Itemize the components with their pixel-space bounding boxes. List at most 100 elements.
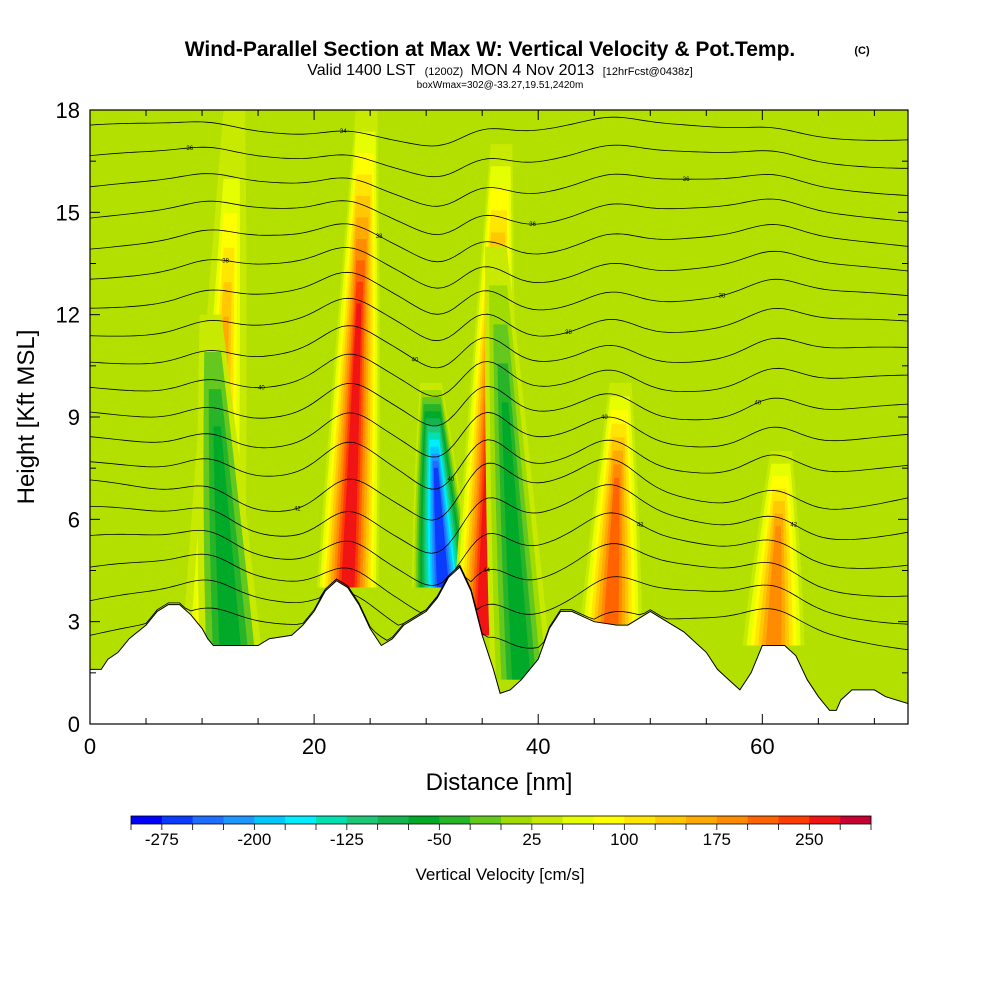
colorbar-swatch [161,816,193,824]
chart-subtitle-box: boxWmax=302@-33.27,19.51,2420m [417,80,584,91]
theta-contour-label: 36 [529,222,536,228]
theta-contour [90,382,908,427]
subtitle-valid: Valid 1400 LST [307,62,415,79]
w-plume-band [213,426,241,646]
theta-contour [90,543,908,614]
x-axis-label: Distance [nm] [426,769,573,796]
colorbar-swatch [809,816,841,824]
w-plume-band [341,303,362,588]
theta-contour-label: 36 [683,177,690,183]
colorbar-swatch [593,816,625,824]
w-plume [316,110,380,588]
theta-contour [90,411,908,458]
theta-contour-label: 40 [447,477,454,483]
y-tick-label: 18 [56,98,80,123]
colorbar-swatch [285,816,317,824]
colorbar-swatch [624,816,656,824]
theta-contour-label: 42 [790,522,797,528]
x-tick-label: 0 [84,734,96,759]
subtitle-forecast: [12hrFcst@0438z] [603,66,693,78]
theta-contour-label: 34 [340,129,347,135]
y-tick-label: 6 [68,507,80,532]
colorbar-swatch [377,816,409,824]
colorbar-tick-label: 100 [610,830,638,849]
colorbar-swatch [501,816,533,824]
theta-contour [90,353,908,397]
colorbar-swatch [747,816,779,824]
theta-contour-label: 40 [755,401,762,407]
x-tick-label: 60 [750,734,774,759]
colorbar-swatch [531,816,563,824]
x-tick-label: 20 [302,734,326,759]
theta-contour-label: 44 [483,568,490,574]
colorbar-tick-label: -200 [237,830,271,849]
colorbar-swatch [192,816,224,824]
theta-contour-label: 38 [222,259,229,265]
theta-contour [90,458,908,521]
theta-contour-label: 38 [719,294,726,300]
colorbar-label: Vertical Velocity [cm/s] [415,865,584,884]
theta-contour [90,223,908,263]
colorbar-tick-label: 175 [703,830,731,849]
theta-contour-label: 38 [376,234,383,240]
theta-contour-label: 38 [565,330,572,336]
colorbar-swatch [346,816,378,824]
colorbar-swatch [716,816,748,824]
theta-contour [90,512,908,587]
theta-contour [90,247,908,289]
w-plume [484,246,553,680]
x-axis: 0 20 40 60 [84,110,875,759]
colorbar-swatch [562,816,594,824]
theta-contour [90,564,908,651]
colorbar-swatch [408,816,440,824]
theta-contour-label: 42 [294,506,301,512]
colorbar-swatch [316,816,348,824]
w-plume-band [603,477,620,625]
theta-contour [90,297,908,342]
colorbar-swatch [470,816,502,824]
colorbar-swatch [223,816,255,824]
colorbar-tick-label: 25 [522,830,541,849]
colorbar-swatch [840,816,872,824]
chart-title-mark: (C) [854,45,870,57]
theta-contour-label: 40 [601,415,608,421]
y-axis-label: Height [Kft MSL] [13,330,40,505]
colorbar-tick-label: -275 [145,830,179,849]
theta-contour [90,173,908,207]
y-tick-label: 15 [56,200,80,225]
colorbar-swatch [686,816,718,824]
theta-contour-label: 40 [258,386,265,392]
colorbar-swatch [254,816,286,824]
colorbar-tick-label: -125 [330,830,364,849]
chart-subtitle: Valid 1400 LST (1200Z) MON 4 Nov 2013 [1… [307,62,692,79]
theta-contour [90,198,908,236]
w-plume [197,314,261,646]
theta-contour-label: 36 [186,146,193,152]
w-plume-layer [182,110,805,680]
colorbar-swatch [778,816,810,824]
plot-area: 44444442424240404040403838383836363634 [90,110,908,724]
theta-contour [90,325,908,369]
y-tick-label: 12 [56,303,80,328]
y-tick-label: 0 [68,712,80,737]
theta-contour [90,484,908,554]
theta-contour-label: 40 [412,358,419,364]
theta-contour-layer: 44444442424240404040403838383836363634 [90,116,908,651]
subtitle-date: MON 4 Nov 2013 [471,62,595,79]
w-plume [742,451,805,646]
theta-contour [90,144,908,178]
x-tick-label: 40 [526,734,550,759]
colorbar-swatch [131,816,163,824]
chart-title: Wind-Parallel Section at Max W: Vertical… [185,38,796,61]
theta-contour [90,271,908,315]
colorbar-swatch [655,816,687,824]
subtitle-utc: (1200Z) [425,66,464,78]
theta-contour-label: 42 [637,522,644,528]
y-tick-label: 3 [68,610,80,635]
w-plume-band [433,467,449,588]
colorbar-tick-label: -50 [427,830,452,849]
colorbar-swatch [439,816,471,824]
y-tick-label: 9 [68,405,80,430]
